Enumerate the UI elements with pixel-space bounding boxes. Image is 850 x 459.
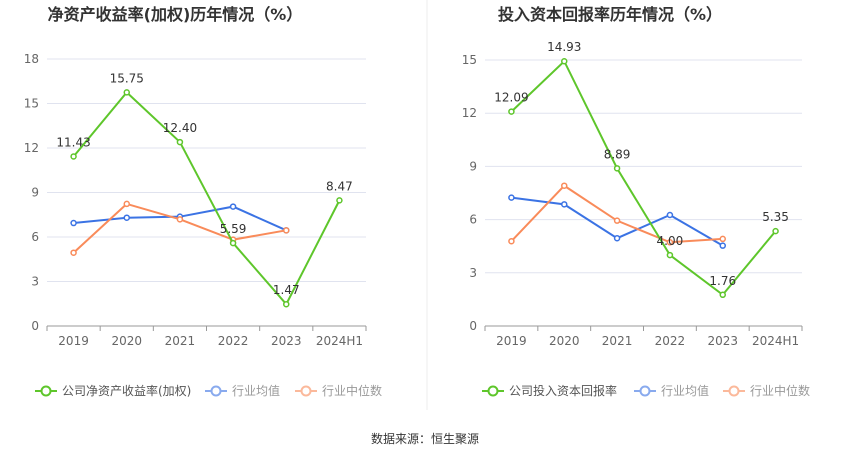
y-tick-label: 3 — [469, 266, 477, 280]
legend-marker-icon — [487, 385, 499, 397]
series-line-0 — [510, 59, 777, 297]
data-point — [123, 200, 130, 208]
x-tick-label: 2020 — [111, 334, 142, 348]
y-tick-label: 12 — [24, 141, 39, 155]
legend-marker-icon — [639, 385, 651, 397]
legend-item-2[interactable]: 行业中位数 — [295, 383, 382, 398]
legend-label: 行业中位数 — [322, 383, 382, 398]
data-point — [561, 182, 568, 189]
x-tick-label: 2022 — [655, 334, 686, 348]
chart-1: 净资产收益率(加权)历年情况（%） 0 3 6 9 12 15 18 2019 2020 2021 2… — [24, 5, 382, 398]
data-point — [508, 194, 515, 201]
data-point — [561, 201, 568, 208]
x-tick-label: 2024H1 — [316, 334, 363, 348]
legend-item-1[interactable]: 行业均值 — [205, 383, 280, 398]
x-tick-label: 2019 — [496, 334, 527, 348]
data-point — [561, 57, 568, 65]
y-tick-label: 0 — [469, 319, 477, 333]
data-point — [719, 242, 726, 249]
data-point — [772, 227, 779, 235]
x-tick-label: 2021 — [602, 334, 633, 348]
data-label: 1.76 — [709, 274, 736, 288]
chart-title: 净资产收益率(加权)历年情况（%） — [48, 5, 303, 24]
y-tick-label: 0 — [31, 319, 39, 333]
data-point — [336, 197, 343, 204]
x-tick-label: 2023 — [707, 334, 738, 348]
data-point — [283, 300, 290, 308]
y-tick-label: 9 — [31, 186, 39, 200]
data-point — [123, 214, 130, 221]
data-point — [70, 153, 77, 160]
legend-item-2[interactable]: 行业中位数 — [723, 383, 810, 398]
data-point — [229, 203, 237, 210]
data-label: 14.93 — [547, 40, 581, 54]
legend-item-1[interactable]: 行业均值 — [634, 383, 709, 398]
y-tick-label: 12 — [462, 106, 477, 120]
legend-label: 行业均值 — [232, 383, 280, 398]
data-point — [613, 165, 621, 172]
x-tick-label: 2019 — [58, 334, 89, 348]
y-tick-label: 15 — [462, 53, 477, 67]
data-point — [613, 217, 621, 224]
data-point — [283, 227, 290, 234]
y-tick-label: 3 — [31, 275, 39, 289]
y-tick-label: 9 — [469, 159, 477, 173]
legend-marker-icon — [728, 385, 740, 397]
data-label: 4.00 — [657, 234, 684, 248]
data-point — [123, 89, 130, 96]
legend-label: 公司投入资本回报率 — [509, 383, 617, 398]
series-line-2 — [72, 202, 287, 254]
data-label: 11.43 — [56, 135, 90, 149]
legend-marker-icon — [210, 385, 222, 397]
legend-marker-icon — [300, 385, 312, 397]
data-point — [229, 239, 237, 247]
data-point — [176, 216, 184, 223]
data-label: 12.09 — [494, 91, 528, 105]
data-point — [666, 211, 674, 219]
data-label: 5.59 — [220, 222, 247, 236]
data-point — [613, 234, 621, 242]
legend-marker-icon — [40, 385, 52, 397]
data-label: 5.35 — [762, 210, 789, 224]
data-label: 12.40 — [163, 121, 197, 135]
x-tick-label: 2021 — [165, 334, 196, 348]
data-point — [70, 219, 77, 227]
data-point — [719, 291, 726, 299]
data-point — [508, 237, 515, 245]
legend-label: 行业中位数 — [750, 383, 810, 398]
data-label: 8.89 — [604, 147, 631, 161]
legend-label: 公司净资产收益率(加权) — [62, 383, 191, 398]
legend-item-0[interactable]: 公司投入资本回报率 — [482, 383, 617, 398]
y-tick-label: 6 — [469, 213, 477, 227]
data-point — [666, 251, 674, 259]
data-label: 1.47 — [273, 283, 300, 297]
data-point — [719, 235, 726, 243]
y-tick-label: 15 — [24, 97, 39, 111]
source-text: 数据来源：恒生聚源 — [371, 431, 479, 446]
chart-2: 投入资本回报率历年情况（%） 0 3 6 9 12 15 2019 2020 2021 2022 20… — [462, 5, 810, 398]
data-point — [508, 108, 515, 115]
y-tick-label: 6 — [31, 230, 39, 244]
data-label: 8.47 — [326, 179, 353, 193]
data-point — [70, 249, 77, 256]
series-line-2 — [510, 184, 723, 244]
series-line-0 — [72, 90, 341, 306]
chart-title: 投入资本回报率历年情况（%） — [498, 5, 722, 24]
legend-label: 行业均值 — [661, 383, 709, 398]
data-point — [666, 239, 674, 246]
data-point — [176, 138, 184, 146]
y-tick-label: 18 — [24, 52, 39, 66]
x-tick-label: 2020 — [549, 334, 580, 348]
legend-item-0[interactable]: 公司净资产收益率(加权) — [35, 383, 191, 398]
x-tick-label: 2023 — [271, 334, 302, 348]
x-tick-label: 2022 — [218, 334, 249, 348]
x-tick-label: 2024H1 — [752, 334, 799, 348]
data-label: 15.75 — [110, 71, 144, 85]
